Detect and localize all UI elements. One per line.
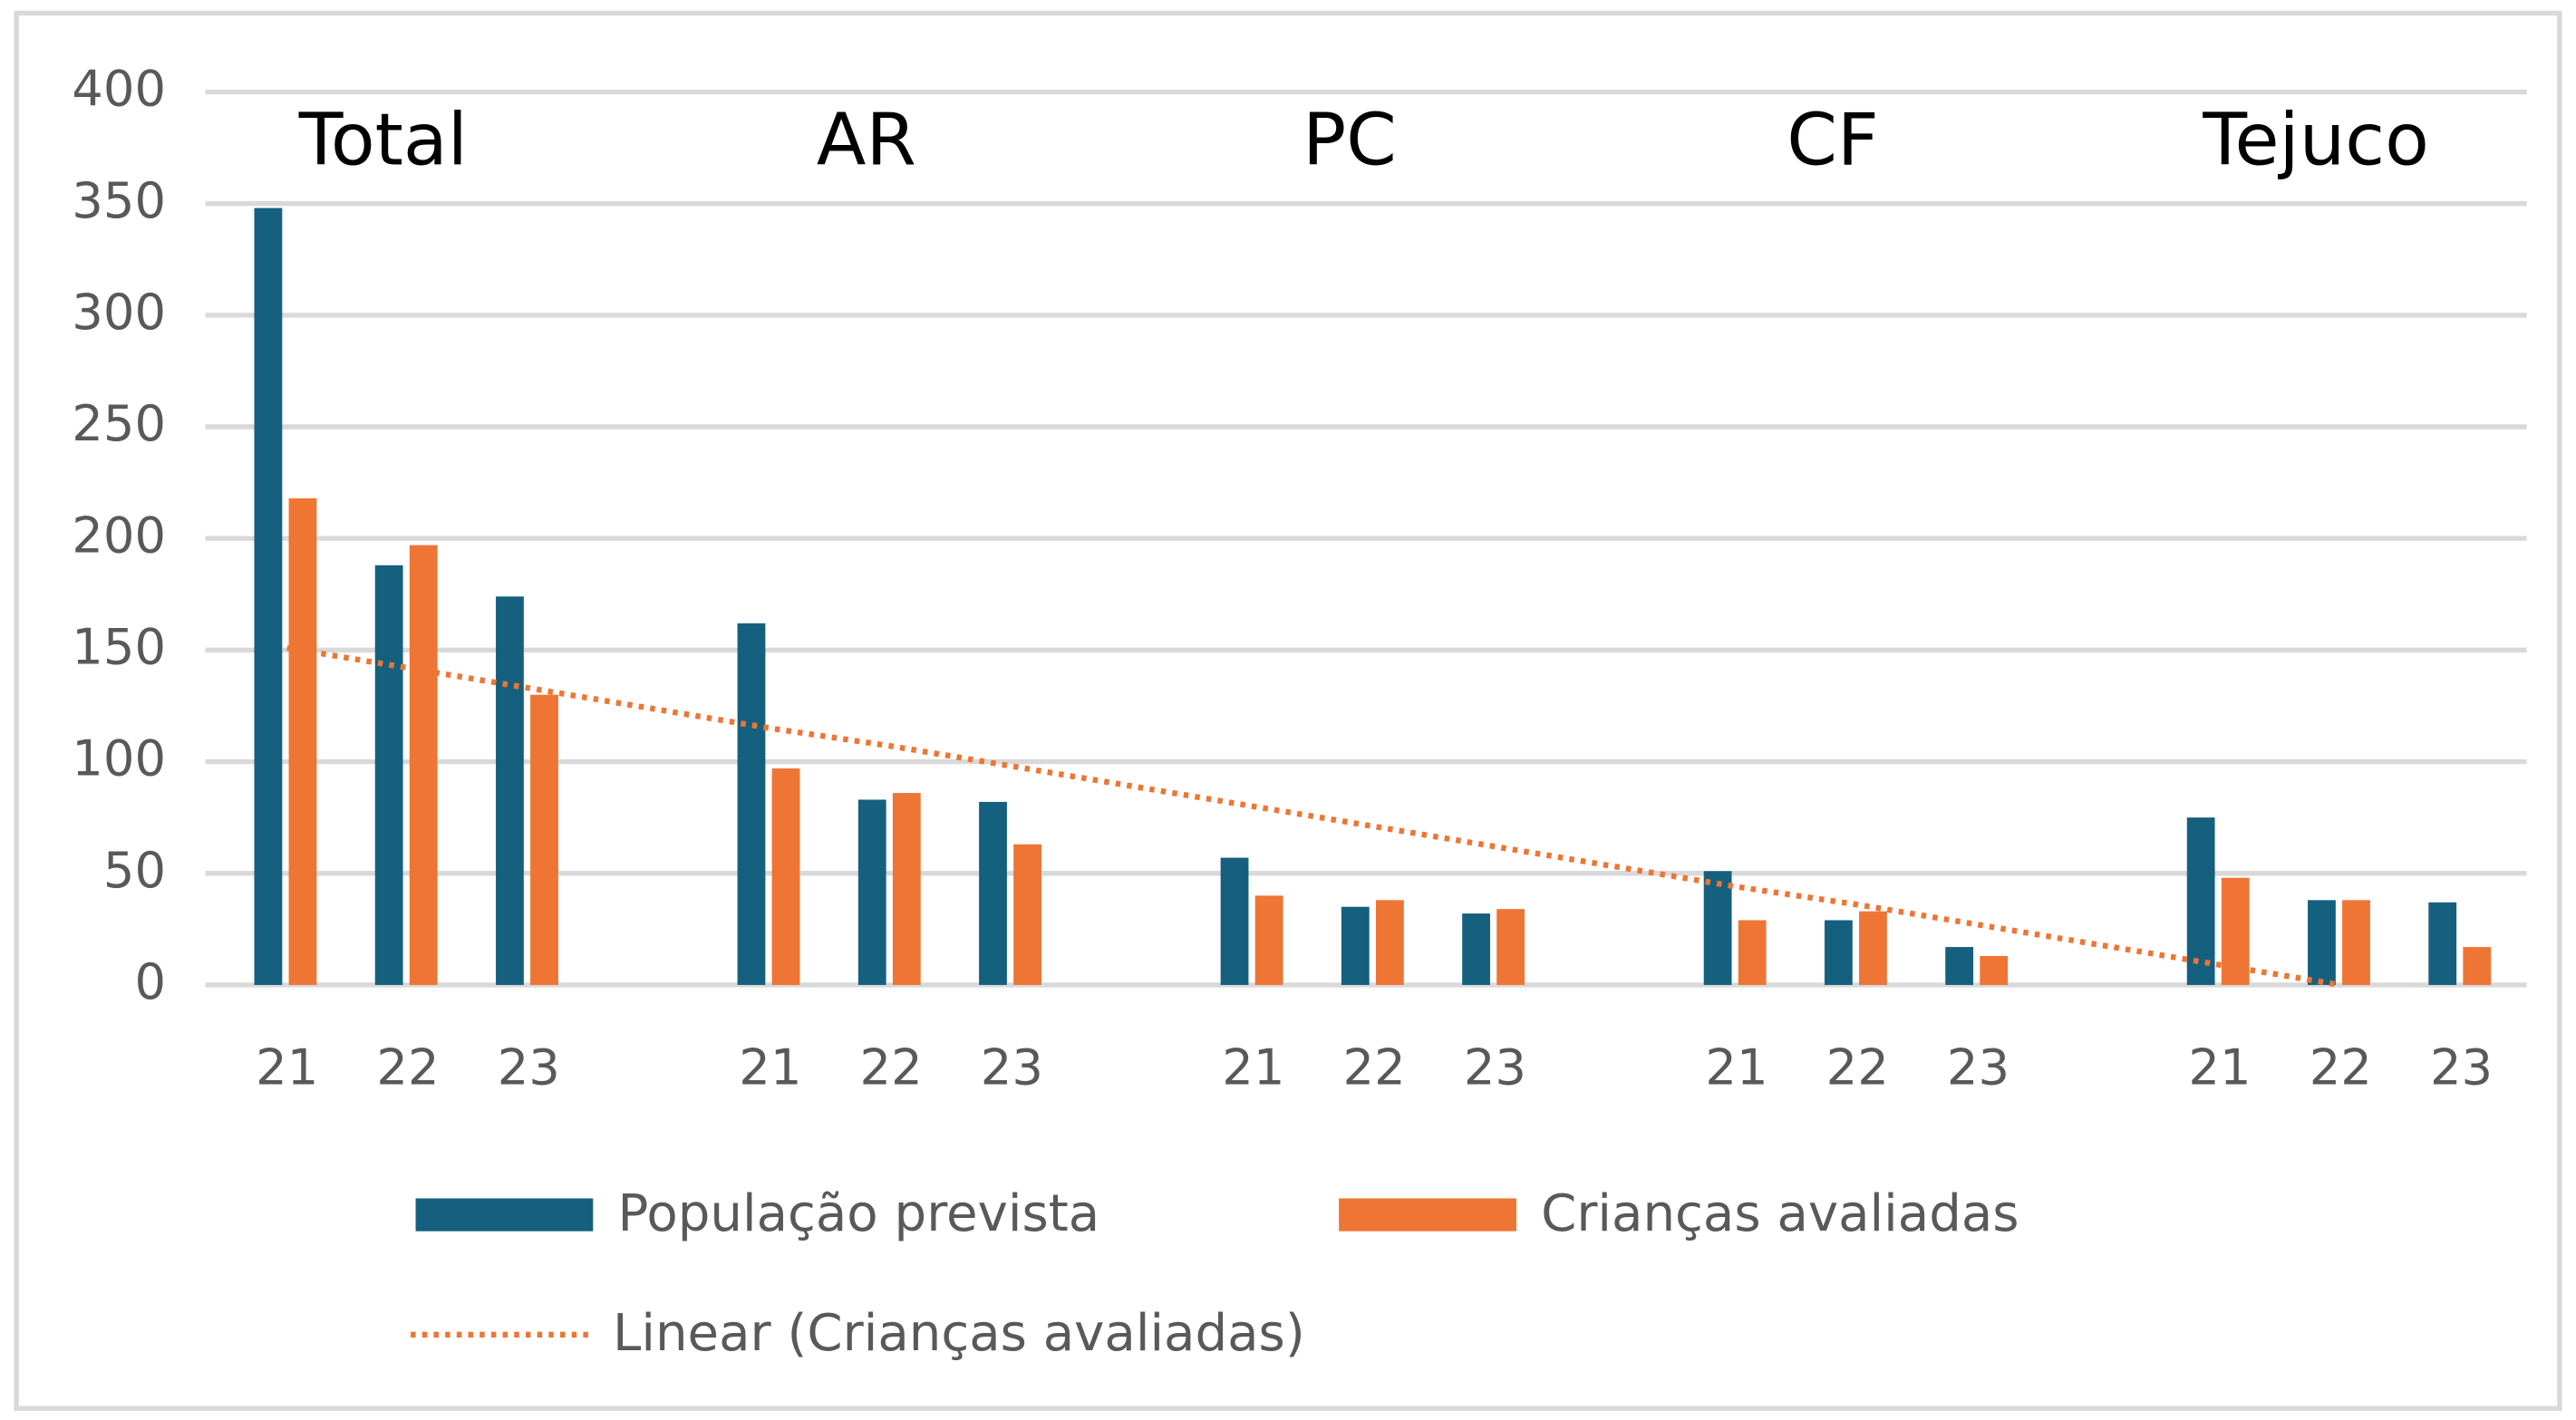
bar [771, 768, 800, 985]
bar [1341, 906, 1370, 985]
bar [1980, 955, 2009, 985]
group-label: PC [1303, 97, 1397, 181]
x-tick-label: 21 [256, 1038, 318, 1096]
x-tick-label: 22 [1343, 1038, 1406, 1096]
x-tick-label: 22 [376, 1038, 439, 1096]
bar [2308, 900, 2336, 985]
x-tick-label: 23 [981, 1038, 1043, 1096]
x-tick-label: 23 [1464, 1038, 1526, 1096]
bar [2428, 902, 2457, 985]
bar [2186, 817, 2215, 985]
group-label: Tejuco [2202, 97, 2429, 181]
group-label: Total [298, 97, 468, 181]
x-tick-label: 22 [1826, 1038, 1889, 1096]
legend-swatch [415, 1198, 594, 1232]
y-tick-label: 0 [134, 953, 166, 1010]
bar [254, 208, 283, 985]
trendline [286, 644, 2341, 989]
x-tick-label: 22 [859, 1038, 922, 1096]
x-tick-label: 23 [2430, 1038, 2493, 1096]
y-tick-label: 50 [103, 842, 166, 899]
bar [2342, 900, 2370, 985]
bar [1824, 920, 1853, 985]
bar [1375, 900, 1404, 985]
bar [857, 799, 886, 985]
bar [409, 545, 438, 985]
group-label: CF [1787, 97, 1879, 181]
legend-label: População prevista [618, 1184, 1100, 1243]
x-tick-label: 22 [2310, 1038, 2372, 1096]
bar [1945, 947, 1974, 985]
bar [374, 565, 403, 985]
x-tick-label: 21 [1222, 1038, 1284, 1096]
legend-label: Linear (Crianças avaliadas) [613, 1304, 1305, 1363]
x-tick-label: 23 [498, 1038, 560, 1096]
bar [1013, 844, 1041, 985]
legend-swatch [1339, 1198, 1516, 1232]
bar [1859, 911, 1887, 985]
chart-border [14, 10, 2562, 1412]
bar [1462, 913, 1490, 985]
y-tick-label: 200 [72, 507, 166, 564]
bar [2463, 947, 2492, 985]
x-tick-label: 21 [739, 1038, 801, 1096]
y-tick-label: 250 [72, 395, 166, 452]
bar [1738, 920, 1767, 985]
bar [737, 623, 766, 985]
x-tick-label: 21 [2188, 1038, 2251, 1096]
bar [2221, 877, 2250, 985]
y-tick-label: 300 [72, 284, 166, 341]
group-label: AR [817, 97, 916, 181]
bar [1496, 909, 1525, 985]
y-tick-label: 400 [72, 61, 166, 118]
bar [979, 801, 1007, 985]
bar [496, 596, 524, 985]
bar [288, 497, 317, 985]
bar [1703, 871, 1732, 985]
y-tick-label: 350 [72, 172, 166, 229]
bar [530, 694, 558, 985]
x-tick-label: 23 [1947, 1038, 2009, 1096]
x-tick-label: 21 [1705, 1038, 1767, 1096]
y-tick-label: 100 [72, 730, 166, 787]
bar [1220, 857, 1249, 985]
bar [1254, 895, 1283, 985]
y-tick-label: 150 [72, 619, 166, 676]
legend-label: Crianças avaliadas [1541, 1184, 2019, 1243]
bar [892, 793, 921, 985]
